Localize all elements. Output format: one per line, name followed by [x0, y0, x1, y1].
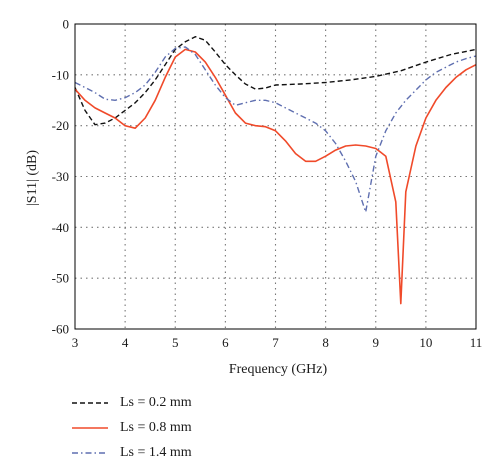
legend-label: Ls = 0.2 mm — [120, 395, 192, 410]
x-tick-label: 5 — [172, 335, 179, 350]
legend-swatch-solid — [72, 427, 108, 429]
x-tick-label: 11 — [470, 335, 483, 350]
x-axis-label: Frequency (GHz) — [229, 362, 328, 377]
legend-item-ls-0-2: Ls = 0.2 mm — [72, 392, 192, 414]
x-tick-label: 10 — [419, 335, 432, 350]
plot-frame — [74, 23, 477, 330]
series-layer — [74, 36, 477, 305]
legend-item-ls-0-8: Ls = 0.8 mm — [72, 417, 192, 439]
y-tick-label: -50 — [52, 271, 69, 286]
legend-label: Ls = 1.4 mm — [120, 445, 192, 460]
series-line-0 — [74, 36, 477, 126]
series-line-1 — [74, 48, 477, 305]
series-line-2 — [74, 46, 477, 213]
y-axis-label: |S11| (dB) — [25, 150, 40, 206]
x-tick-label: 6 — [222, 335, 229, 350]
x-tick-label: 7 — [272, 335, 279, 350]
y-tick-label: -60 — [52, 322, 69, 337]
y-tick-label: -10 — [52, 67, 69, 82]
legend-label: Ls = 0.8 mm — [120, 420, 192, 435]
y-tick-label: 0 — [63, 17, 70, 32]
x-tick-label: 4 — [122, 335, 129, 350]
y-tick-label: -30 — [52, 169, 69, 184]
legend-swatch-dashed — [72, 402, 108, 404]
x-tick-label: 9 — [373, 335, 380, 350]
y-tick-labels: 0 -10 -20 -30 -40 -50 -60 — [52, 17, 69, 337]
legend: Ls = 0.2 mm Ls = 0.8 mm Ls = 1.4 mm — [72, 392, 192, 467]
grid-layer — [75, 24, 476, 329]
y-tick-label: -20 — [52, 118, 69, 133]
x-tick-labels: 3 4 5 6 7 8 9 10 11 — [72, 335, 483, 350]
y-tick-label: -40 — [52, 220, 69, 235]
legend-item-ls-1-4: Ls = 1.4 mm — [72, 442, 192, 464]
legend-swatch-dashdot — [72, 452, 108, 454]
x-tick-label: 8 — [322, 335, 329, 350]
x-tick-label: 3 — [72, 335, 79, 350]
